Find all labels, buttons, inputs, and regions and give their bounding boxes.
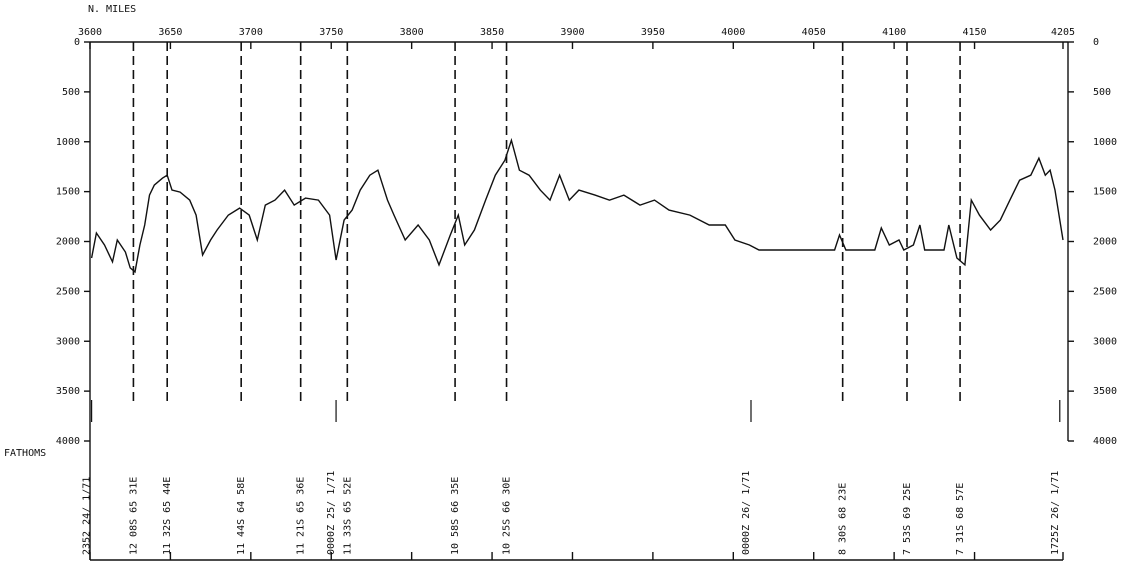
y-tick-label-right: 500 [1093,87,1111,98]
time-label: 1725Z 26/ 1/71 [1050,471,1061,555]
x-tick-label: 3750 [319,27,343,38]
time-label: 2352 24/ 1/71 [82,477,93,555]
y-tick-label-right: 3500 [1093,386,1117,397]
position-label: 10 25S 66 30E [502,477,513,555]
x-tick-label: 3950 [641,27,665,38]
x-tick-label: 3850 [480,27,504,38]
x-tick-label: 3650 [158,27,182,38]
position-label: 11 33S 65 52E [342,477,353,555]
y-tick-label: 3000 [56,336,80,347]
x-tick-label: 3700 [239,27,263,38]
position-label: 7 53S 69 25E [902,483,913,555]
y-tick-label: 1000 [56,137,80,148]
x-tick-label: 3900 [560,27,584,38]
y-tick-label-right: 2000 [1093,237,1117,248]
y-tick-label-right: 2500 [1093,286,1117,297]
depth-profile [90,137,1064,274]
y-tick-label: 3500 [56,386,80,397]
y-tick-label-right: 0 [1093,37,1099,48]
time-label: 0000Z 26/ 1/71 [741,471,752,555]
y-tick-label: 4000 [56,436,80,447]
position-label: 12 08S 65 31E [128,477,139,555]
x-tick-label: 4000 [721,27,745,38]
y-tick-label-right: 1500 [1093,187,1117,198]
x-tick-label: 4050 [802,27,826,38]
position-label: 11 32S 65 44E [162,477,173,555]
x-axis-label: N. MILES [88,4,136,15]
x-tick-label: 4100 [882,27,906,38]
y-tick-label-right: 3000 [1093,336,1117,347]
y-tick-label-right: 1000 [1093,137,1117,148]
x-tick-label: 4205 [1051,27,1075,38]
position-label: 7 31S 68 57E [955,483,966,555]
position-label: 11 44S 64 58E [236,477,247,555]
time-label: 0000Z 25/ 1/71 [326,471,337,555]
x-tick-label: 3600 [78,27,102,38]
x-tick-label: 3800 [400,27,424,38]
position-label: 10 58S 66 35E [450,477,461,555]
y-tick-label: 500 [62,87,80,98]
position-label: 8 30S 68 23E [838,483,849,555]
position-label: 11 21S 65 36E [296,477,307,555]
y-tick-label: 2000 [56,237,80,248]
y-axis-label: FATHOMS [4,448,46,459]
x-tick-label: 4150 [962,27,986,38]
y-tick-label: 0 [74,37,80,48]
y-tick-label: 2500 [56,286,80,297]
y-tick-label: 1500 [56,187,80,198]
y-tick-label-right: 4000 [1093,436,1117,447]
